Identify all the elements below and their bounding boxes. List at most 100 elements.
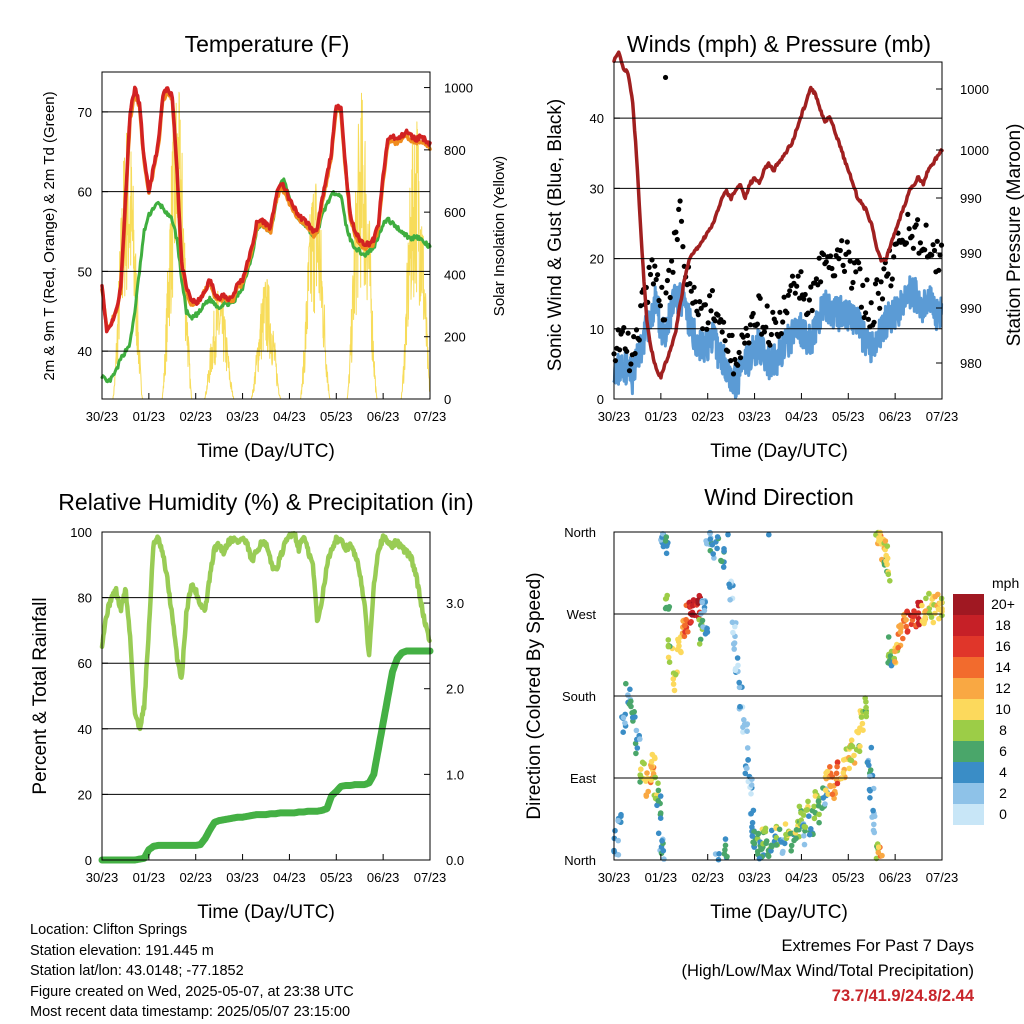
gust-point	[934, 238, 940, 244]
y2-tick-label: 990	[960, 246, 982, 261]
gust-point	[678, 218, 685, 224]
winds-plot-frame	[613, 61, 943, 400]
gust-point	[636, 337, 642, 343]
wind-direction-point	[648, 777, 654, 783]
temperature-y-ticks: 40 50 60 70 0 200 400 600 800 1000	[78, 81, 473, 407]
wind-direction-x-ticks: 30/23 01/23 02/23 03/23 04/23 05/23 06/23 07/23	[598, 854, 958, 885]
wind-direction-point	[904, 629, 911, 635]
wind-direction-point	[718, 558, 725, 565]
wind-direction-point	[639, 759, 646, 766]
wind-direction-point	[655, 787, 662, 794]
humidity-panel: Relative Humidity (%) & Precipitation (i…	[30, 489, 474, 923]
station-info: Location: Clifton Springs Station elevat…	[30, 920, 354, 1023]
gust-point	[617, 347, 623, 353]
wind-direction-point	[793, 835, 799, 842]
wind-direction-point	[903, 617, 909, 623]
wind-direction-point	[749, 833, 756, 839]
gust-point	[792, 290, 798, 296]
wind-direction-point	[744, 728, 750, 734]
gust-point	[930, 242, 936, 248]
gust-point	[742, 340, 748, 346]
wind-direction-point	[875, 844, 882, 850]
wind-direction-point	[726, 581, 732, 588]
x-tick-label: 01/23	[645, 409, 678, 424]
y-tick-label: 0	[597, 392, 604, 407]
wind-direction-point	[849, 743, 856, 750]
wind-direction-point	[721, 548, 727, 554]
humidity-x-ticks: 30/23 01/23 02/23 03/23 04/23 05/23 06/23 07/23	[86, 854, 447, 885]
wind-direction-point	[655, 798, 661, 804]
wind-direction-point	[637, 779, 643, 785]
gust-point	[707, 293, 713, 299]
gust-point	[657, 303, 664, 309]
gust-point	[653, 276, 659, 283]
y2-tick-label: 800	[444, 143, 466, 158]
wind-direction-point	[722, 842, 729, 849]
gust-point	[773, 319, 779, 325]
gust-point	[709, 288, 716, 294]
colorbar-swatch	[953, 678, 984, 699]
gust-point	[923, 222, 929, 228]
colorbar-swatch	[953, 699, 984, 720]
winds-ylabel: Sonic Wind & Gust (Blue, Black)	[545, 99, 566, 371]
wind-direction-point	[725, 531, 731, 538]
y2-tick-label: 980	[960, 356, 982, 371]
x-tick-label: 07/23	[926, 409, 959, 424]
wind-direction-point	[665, 643, 672, 650]
wind-direction-point	[644, 770, 650, 776]
wind-direction-point	[638, 774, 644, 780]
x-tick-label: 05/23	[320, 409, 353, 424]
gust-point	[649, 257, 655, 263]
gust-point	[712, 318, 718, 324]
y-tick-label: South	[562, 689, 596, 704]
y2-tick-label: 600	[444, 205, 466, 220]
gust-point	[805, 310, 811, 316]
wind-direction-point	[856, 748, 863, 755]
y2-tick-label: 0.0	[446, 853, 464, 868]
x-tick-label: 03/23	[226, 870, 259, 885]
wind-direction-point	[625, 692, 631, 698]
gust-point	[877, 305, 883, 311]
wind-direction-point	[652, 774, 658, 781]
wind-direction-point	[657, 793, 664, 799]
wind-direction-point	[657, 815, 664, 821]
wind-direction-point	[662, 538, 669, 544]
extremes-values: 73.7/41.9/24.8/2.44	[831, 987, 974, 1005]
temperature-panel: Temperature (F) 30/23 01/23 02/23 03/23 04/2…	[41, 31, 508, 462]
gust-point	[888, 283, 894, 289]
y2-tick-label: 1000	[444, 81, 473, 96]
gust-point	[832, 273, 838, 279]
x-tick-label: 07/23	[414, 870, 447, 885]
winds-panel: Winds (mph) & Pressure (mb) 30/23 01/23 02…	[545, 31, 1024, 462]
wind-direction-point	[660, 543, 667, 550]
gust-point	[778, 331, 784, 337]
gust-point	[936, 267, 942, 273]
gust-point	[856, 260, 862, 266]
y-tick-label: 60	[78, 656, 92, 671]
gust-point	[881, 266, 887, 272]
temperature-xlabel: Time (Day/UTC)	[197, 441, 335, 462]
wind-direction-point	[867, 767, 874, 773]
wind-direction-point	[740, 729, 746, 735]
wind-direction-point	[620, 729, 626, 735]
gust-point	[730, 371, 737, 377]
wind-direction-point	[827, 764, 833, 770]
colorbar-swatch	[953, 741, 984, 762]
humidity-plot-frame	[101, 531, 431, 861]
gust-point	[860, 282, 866, 288]
wind-direction-point	[734, 655, 741, 661]
temperature-ylabel: 2m & 9m T (Red, Orange) & 2m Td (Green)	[41, 91, 58, 380]
y-tick-label: 40	[590, 111, 604, 126]
gust-point	[868, 300, 874, 306]
gust-point	[839, 238, 845, 244]
wind-direction-gridlines	[614, 531, 942, 861]
gust-point	[632, 350, 638, 357]
gust-point	[917, 240, 924, 246]
wind-direction-point	[689, 612, 695, 618]
x-tick-label: 01/23	[133, 409, 166, 424]
wind-direction-point	[768, 827, 775, 834]
gust-point	[664, 277, 671, 284]
wind-direction-point	[615, 837, 621, 844]
winds-y2label: Station Pressure (Maroon)	[1004, 124, 1024, 347]
colorbar-swatch	[953, 804, 984, 825]
